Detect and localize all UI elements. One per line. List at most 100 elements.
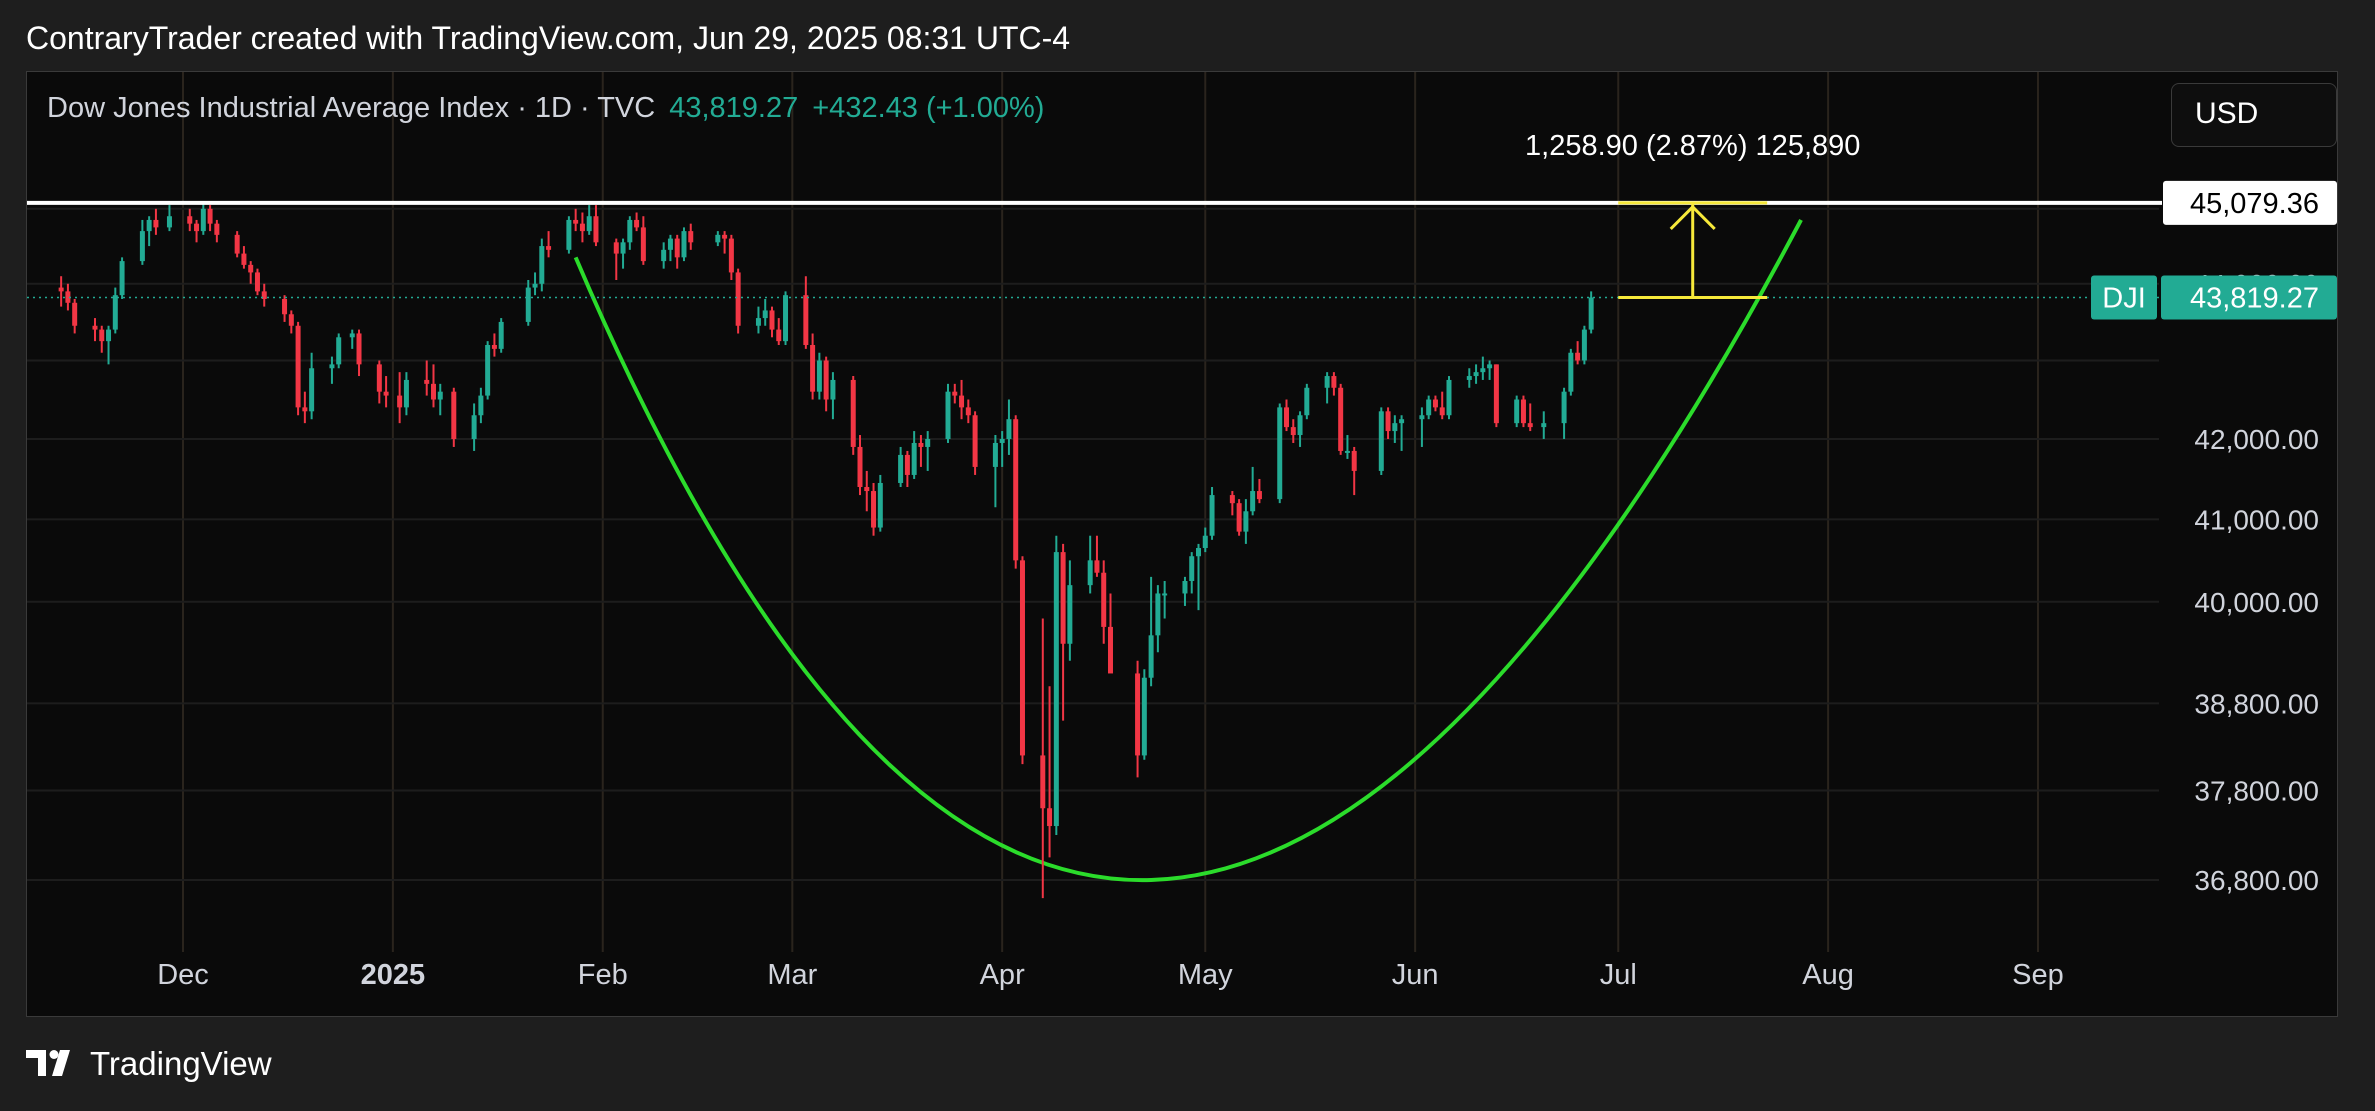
candle-body-100 xyxy=(1060,552,1066,644)
candle-body-130 xyxy=(1351,450,1357,471)
candle-body-137 xyxy=(1432,399,1438,408)
last-price-value: 43,819.27 xyxy=(669,92,799,124)
candle-body-94 xyxy=(1006,419,1012,439)
candle-body-101 xyxy=(1067,585,1073,644)
candle-body-139 xyxy=(1446,379,1452,416)
candle-body-147 xyxy=(1527,423,1533,428)
tradingview-logo[interactable]: TradingView xyxy=(26,1045,272,1083)
candle-body-127 xyxy=(1331,376,1337,388)
candle-body-86 xyxy=(925,439,931,447)
candle-body-67 xyxy=(755,318,761,326)
candle-body-125 xyxy=(1304,387,1310,416)
candle-body-28 xyxy=(336,337,342,365)
candle-body-71 xyxy=(783,295,789,342)
chart-credit: ContraryTrader created with TradingView.… xyxy=(26,20,1071,56)
candle-body-89 xyxy=(959,395,965,408)
candle-body-24 xyxy=(295,325,301,408)
candle-body-38 xyxy=(451,391,457,439)
price-change: +432.43 (+1.00%) xyxy=(812,92,1045,124)
candle-body-150 xyxy=(1568,352,1574,392)
candle-body-135 xyxy=(1419,415,1425,420)
candle-body-78 xyxy=(857,446,863,488)
candle-body-20 xyxy=(254,272,260,292)
candle-body-55 xyxy=(627,219,633,243)
candle-body-39 xyxy=(471,415,477,439)
candle-body-15 xyxy=(207,208,213,224)
candle-body-6 xyxy=(112,295,118,330)
chart-panel[interactable]: 1,258.90 (2.87%) 125,890 42,000.00 41,000.… xyxy=(26,71,2338,1017)
candle-body-65 xyxy=(728,238,734,273)
candle-body-41 xyxy=(485,345,491,396)
candle-body-114 xyxy=(1202,535,1208,549)
y-tick-label-4: 37,800.00 xyxy=(2194,776,2319,807)
x-tick-label-0: Dec xyxy=(157,959,209,991)
candle-body-31 xyxy=(376,364,382,392)
tradingview-brand: TradingView xyxy=(90,1045,272,1082)
candle-body-48 xyxy=(566,219,572,250)
symbol-legend: Dow Jones Industrial Average Index · 1D … xyxy=(47,92,1044,125)
candle-body-141 xyxy=(1473,372,1479,377)
y-tick-label-1: 41,000.00 xyxy=(2194,504,2319,535)
candle-body-49 xyxy=(573,219,579,224)
candle-body-134 xyxy=(1399,419,1405,424)
candle-body-88 xyxy=(952,391,958,396)
candle-body-136 xyxy=(1426,399,1432,416)
candle-body-92 xyxy=(992,442,998,467)
cup-pattern-arc xyxy=(573,219,1803,883)
candle-body-36 xyxy=(430,383,436,400)
candle-body-11 xyxy=(166,216,172,228)
candle-body-133 xyxy=(1392,423,1398,432)
y-tick-label-0: 42,000.00 xyxy=(2194,424,2319,455)
candle-body-126 xyxy=(1324,376,1330,388)
candle-body-59 xyxy=(667,238,673,250)
candle-body-79 xyxy=(864,487,870,492)
candle-body-34 xyxy=(403,379,409,408)
candle-body-99 xyxy=(1053,552,1059,827)
candle-body-140 xyxy=(1466,376,1472,380)
candle-body-4 xyxy=(99,329,105,342)
x-tick-label-8: Aug xyxy=(1802,959,1854,991)
candle-body-47 xyxy=(546,246,552,250)
candle-body-83 xyxy=(904,454,910,475)
candle-body-32 xyxy=(383,391,389,396)
candle-body-23 xyxy=(288,314,294,326)
candle-body-72 xyxy=(803,295,809,346)
candle-body-1 xyxy=(65,291,71,303)
candle-body-73 xyxy=(810,345,816,392)
candle-body-29 xyxy=(349,333,355,338)
candle-body-112 xyxy=(1189,556,1195,582)
candle-body-149 xyxy=(1561,391,1567,424)
candle-body-106 xyxy=(1135,673,1141,756)
candle-body-105 xyxy=(1107,626,1113,674)
candle-body-13 xyxy=(194,223,200,232)
candle-body-50 xyxy=(579,223,585,232)
candle-body-5 xyxy=(106,329,112,342)
candle-body-111 xyxy=(1182,581,1188,594)
candlestick-chart[interactable]: 1,258.90 (2.87%) 125,890 42,000.00 41,000.… xyxy=(27,72,2337,1016)
candle-body-10 xyxy=(153,219,159,228)
candle-body-43 xyxy=(498,321,504,349)
candle-body-8 xyxy=(139,231,145,262)
candle-body-109 xyxy=(1155,593,1161,636)
candle-body-121 xyxy=(1277,407,1283,500)
x-tick-label-2: Feb xyxy=(578,959,628,991)
candle-body-103 xyxy=(1094,560,1100,573)
currency-button[interactable]: USD xyxy=(2171,83,2337,147)
candle-body-0 xyxy=(58,287,64,292)
resistance-price-box xyxy=(2163,180,2337,225)
y-tick-label-3: 38,800.00 xyxy=(2194,688,2319,719)
candle-body-33 xyxy=(397,395,403,408)
candle-body-118 xyxy=(1243,511,1249,532)
candle-body-51 xyxy=(586,216,592,232)
measure-arrow-head xyxy=(1669,204,1716,230)
symbol-title: Dow Jones Industrial Average Index · 1D … xyxy=(47,92,656,124)
last-price-box xyxy=(2161,275,2337,320)
candle-body-90 xyxy=(965,407,971,416)
candle-body-52 xyxy=(593,216,599,243)
candle-body-3 xyxy=(92,325,98,330)
candle-body-44 xyxy=(525,287,531,322)
candle-body-143 xyxy=(1487,364,1493,369)
candle-body-152 xyxy=(1581,329,1587,361)
candle-body-85 xyxy=(918,442,924,447)
candle-body-30 xyxy=(356,333,362,365)
